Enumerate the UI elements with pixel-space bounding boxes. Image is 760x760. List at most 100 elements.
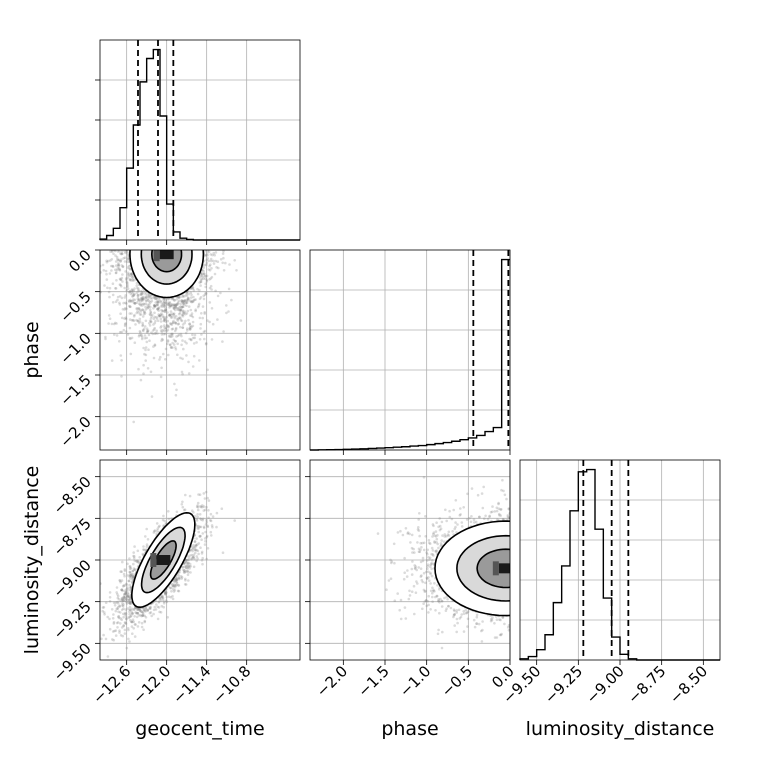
sample-point [176,303,179,307]
sample-point [132,298,135,301]
sample-point [101,609,104,613]
sample-point [181,300,184,303]
sample-point [212,259,215,263]
sample-point [129,585,133,589]
sample-point [147,293,151,296]
sample-point [164,303,167,306]
sample-point [202,277,205,280]
sample-point [132,556,136,560]
sample-point [207,516,210,520]
sample-point [130,275,134,278]
sample-point [221,261,224,265]
sample-point [177,574,181,577]
sample-point [144,295,148,299]
sample-point [124,277,128,280]
sample-point [137,321,141,325]
sample-point [120,597,124,600]
sample-point [178,316,182,319]
sample-point [184,312,187,316]
sample-point [199,322,203,326]
sample-point [102,269,106,272]
sample-point [126,271,130,275]
sample-point [204,342,208,345]
sample-point [106,655,110,658]
sample-point [199,327,202,330]
sample-point [197,530,200,534]
sample-point [132,627,135,630]
sample-point [122,599,125,602]
sample-point [173,304,176,308]
sample-point [181,372,184,376]
sample-point [153,605,157,609]
sample-point [128,312,132,315]
sample-point [118,283,122,286]
sample-point [123,256,127,260]
sample-point [140,621,144,625]
sample-point [203,274,206,278]
sample-point [106,286,109,290]
sample-point [171,312,174,316]
sample-point [136,559,139,563]
sample-point [203,497,207,500]
sample-point [130,312,133,315]
sample-point [126,587,129,591]
sample-point [196,543,199,546]
sample-point [153,343,157,347]
sample-point [164,521,168,525]
sample-point [127,616,131,619]
sample-point [174,303,178,307]
sample-point [206,368,209,372]
sample-point [196,506,200,509]
sample-point [164,328,167,331]
sample-point [135,559,138,563]
sample-point [144,319,148,323]
sample-point [125,602,129,605]
sample-point [139,613,142,617]
sample-point [169,322,172,325]
sample-point [138,308,142,312]
sample-point [475,613,479,617]
sample-point [222,250,225,253]
sample-point [184,301,188,305]
sample-point [206,319,209,322]
sample-point [204,523,208,526]
sample-point [220,507,224,511]
sample-point [131,569,135,573]
sample-point [144,353,148,357]
sample-point [119,278,123,282]
sample-point [131,569,134,573]
sample-point [139,304,143,307]
sample-point [120,276,124,280]
sample-point [194,551,197,555]
sample-point [115,268,119,272]
sample-point [208,320,211,324]
sample-point [162,301,165,304]
sample-point [121,265,125,268]
sample-point [124,591,128,594]
sample-point [184,566,188,569]
sample-point [135,318,138,322]
sample-point [131,632,134,635]
sample-point [147,295,150,298]
sample-point [169,346,173,349]
sample-point [194,544,197,548]
sample-point [170,327,174,331]
sample-point [133,341,137,345]
sample-point [196,287,199,291]
sample-point [189,565,192,568]
sample-point [209,277,212,280]
sample-point [189,326,192,329]
sample-point [181,500,184,504]
sample-point [173,299,176,302]
sample-point [176,353,179,357]
sample-point [128,570,131,574]
sample-point [144,305,147,309]
sample-point [183,562,187,565]
sample-point [141,308,144,312]
sample-point [185,301,189,305]
sample-point [132,554,135,558]
sample-point [141,611,145,614]
sample-point [182,568,185,572]
sample-point [141,335,144,339]
sample-point [128,595,131,598]
